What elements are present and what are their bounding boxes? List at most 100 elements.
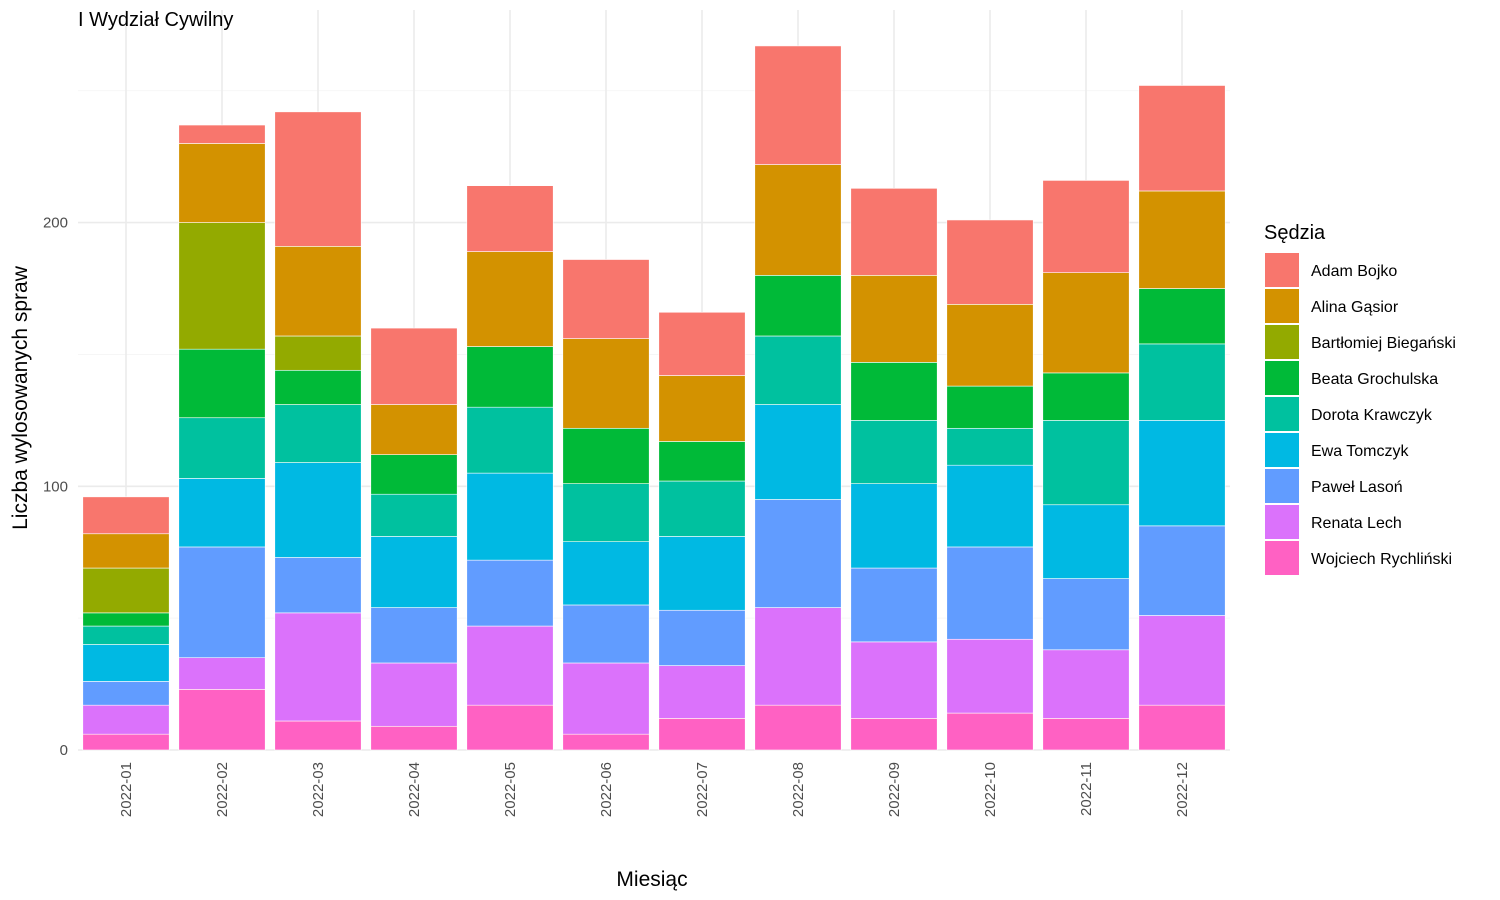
bar-segment xyxy=(658,536,746,611)
bar-segment xyxy=(370,607,458,664)
x-tick-label: 2022-11 xyxy=(1078,762,1095,816)
bar-segment xyxy=(850,641,938,719)
bar-segment xyxy=(274,612,362,722)
bar-segment xyxy=(82,625,170,645)
legend-label: Ewa Tomczyk xyxy=(1311,443,1410,460)
legend: Sędzia Adam Bojko Alina Gąsior Bartłomiej … xyxy=(1264,222,1456,575)
bar-segment xyxy=(946,638,1034,714)
legend-title: Sędzia xyxy=(1264,222,1326,244)
bar-segment xyxy=(370,493,458,537)
x-tick-label: 2022-01 xyxy=(118,762,135,817)
bar-segment xyxy=(850,483,938,569)
legend-swatch xyxy=(1265,541,1299,575)
bar-segment xyxy=(274,335,362,371)
bar-segment xyxy=(562,427,650,484)
bar-segment xyxy=(1042,272,1130,374)
bar-segment xyxy=(562,662,650,735)
bar-segment xyxy=(562,259,650,339)
x-tick-label: 2022-07 xyxy=(694,762,711,817)
bar-segment xyxy=(658,718,746,751)
bar-segment xyxy=(370,404,458,455)
bar-segment xyxy=(82,567,170,614)
bar-segment xyxy=(370,725,458,751)
x-tick-label: 2022-08 xyxy=(790,762,807,817)
bar-segment xyxy=(466,346,554,408)
bar-segment xyxy=(178,417,266,479)
bar-segment xyxy=(370,662,458,727)
legend-label: Beata Grochulska xyxy=(1311,371,1438,388)
bar-segment xyxy=(658,441,746,482)
bar-segment xyxy=(754,335,842,405)
bar-segment xyxy=(466,704,554,751)
y-tick-label: 0 xyxy=(60,742,68,759)
legend-label: Wojciech Rychliński xyxy=(1311,551,1452,568)
x-tick-label: 2022-02 xyxy=(214,762,231,817)
bar-segment xyxy=(466,625,554,706)
legend-swatch xyxy=(1265,469,1299,503)
bar-segment xyxy=(562,483,650,542)
legend-swatch xyxy=(1265,325,1299,359)
bar-segment xyxy=(178,546,266,659)
bar-segment xyxy=(370,327,458,405)
x-tick-label: 2022-10 xyxy=(982,762,999,817)
bar-segment xyxy=(850,567,938,643)
bar-segment xyxy=(562,733,650,751)
bar-segment xyxy=(274,246,362,337)
x-tick-label: 2022-06 xyxy=(598,762,615,817)
bar-segment xyxy=(850,188,938,276)
bar-segment xyxy=(658,375,746,442)
legend-swatch xyxy=(1265,253,1299,287)
bar-segment xyxy=(82,704,170,735)
bar-segment xyxy=(466,406,554,474)
bar-segment xyxy=(1138,85,1226,192)
legend-swatch xyxy=(1265,289,1299,323)
legend-label: Paweł Lasoń xyxy=(1311,479,1403,496)
bar-segment xyxy=(754,607,842,706)
y-axis-title: Liczba wylosowanych spraw xyxy=(9,265,32,530)
bar-segment xyxy=(946,712,1034,751)
bar-segment xyxy=(1042,180,1130,274)
bar-segment xyxy=(274,462,362,558)
x-tick-label: 2022-12 xyxy=(1174,762,1191,817)
bar-segment xyxy=(754,275,842,337)
bar-segment xyxy=(178,143,266,223)
bar-segment xyxy=(82,496,170,535)
bar-segment xyxy=(178,124,266,144)
bar-segment xyxy=(466,472,554,561)
x-axis-title: Miesiąc xyxy=(616,868,687,891)
legend-swatch xyxy=(1265,433,1299,467)
bar-segment xyxy=(1138,190,1226,289)
bar-segment xyxy=(274,111,362,247)
bar-segment xyxy=(946,546,1034,640)
bar-segment xyxy=(1138,615,1226,706)
bar-segment xyxy=(1042,372,1130,421)
bar-segment xyxy=(82,612,170,627)
bar-segment xyxy=(178,478,266,548)
bar-segment xyxy=(1042,420,1130,506)
bar-segment xyxy=(562,338,650,429)
bar-segment xyxy=(658,609,746,666)
bars xyxy=(82,45,1226,751)
bar-segment xyxy=(178,348,266,419)
bar-segment xyxy=(850,362,938,421)
bar-segment xyxy=(466,251,554,347)
legend-label: Adam Bojko xyxy=(1311,263,1397,280)
legend-label: Bartłomiej Biegański xyxy=(1311,335,1456,352)
bar-segment xyxy=(850,718,938,751)
bar-segment xyxy=(754,45,842,165)
chart-title: I Wydział Cywilny xyxy=(78,9,233,31)
y-tick-label: 100 xyxy=(43,478,68,495)
bar-segment xyxy=(466,559,554,627)
bar-segment xyxy=(82,681,170,706)
bar-segment xyxy=(178,222,266,350)
bar-segment xyxy=(1042,649,1130,719)
x-axis-ticks: 2022-01 2022-02 2022-03 2022-04 2022-05 2022-… xyxy=(118,762,1191,817)
x-tick-label: 2022-03 xyxy=(310,762,327,817)
bar-segment xyxy=(178,657,266,690)
bar-segment xyxy=(754,164,842,276)
y-tick-label: 200 xyxy=(43,215,68,232)
bar-segment xyxy=(274,369,362,405)
bar-segment xyxy=(754,499,842,608)
bar-segment xyxy=(1138,420,1226,527)
